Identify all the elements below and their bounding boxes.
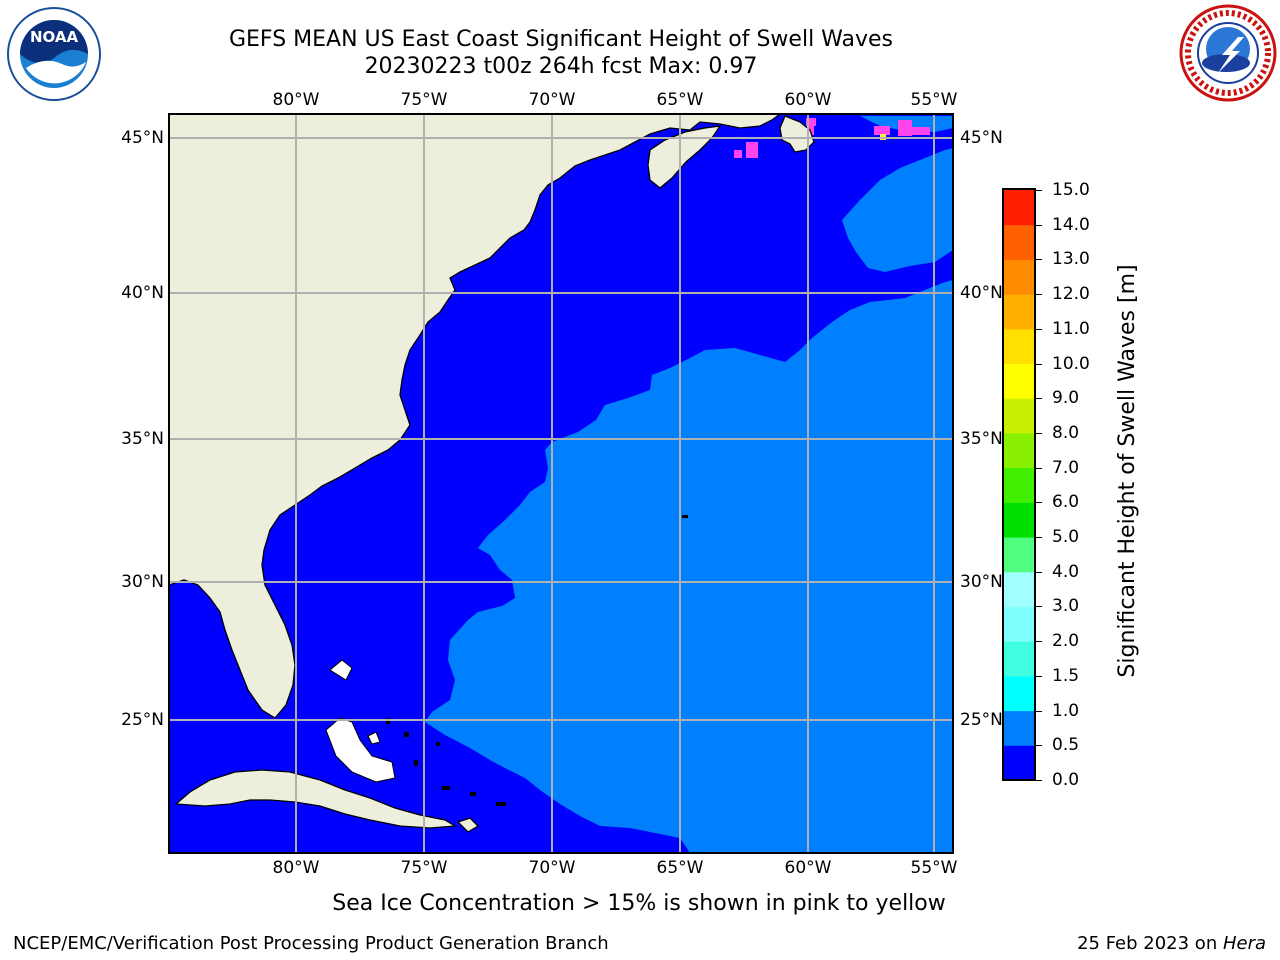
sea-ice-footnote: Sea Ice Concentration > 15% is shown in … bbox=[0, 891, 1280, 916]
colorbar-tick-mark bbox=[1035, 745, 1042, 747]
colorbar-tick-label: 11.0 bbox=[1052, 318, 1090, 339]
nws-logo bbox=[1179, 4, 1277, 102]
colorbar-swatch bbox=[1004, 432, 1034, 469]
colorbar-swatch bbox=[1004, 675, 1034, 712]
colorbar-swatch bbox=[1004, 502, 1034, 538]
swell-band-0.5-1.0 bbox=[425, 114, 953, 853]
colorbar-tick-label: 5.0 bbox=[1052, 527, 1080, 548]
land-hispaniola bbox=[456, 817, 480, 833]
colorbar-tick-mark bbox=[1035, 675, 1042, 677]
colorbar-swatch bbox=[1004, 259, 1034, 295]
colorbar-tick-label: 8.0 bbox=[1052, 422, 1080, 443]
colorbar-tick-mark bbox=[1035, 363, 1042, 365]
colorbar-tick-label: 0.5 bbox=[1052, 735, 1080, 756]
lon-label-top: 55°W bbox=[910, 90, 958, 110]
colorbar-tick-mark bbox=[1035, 190, 1042, 191]
land-nova-scotia bbox=[647, 125, 722, 189]
land-cuba bbox=[174, 769, 458, 829]
colorbar-tick-mark bbox=[1035, 710, 1042, 712]
colorbar-tick-label: 10.0 bbox=[1052, 353, 1090, 374]
lon-label-top: 60°W bbox=[784, 90, 832, 110]
colorbar-swatch bbox=[1004, 745, 1034, 781]
svg-text:NOAA: NOAA bbox=[30, 28, 79, 46]
colorbar-tick-mark bbox=[1035, 780, 1042, 781]
colorbar-tick-mark bbox=[1035, 432, 1042, 434]
colorbar-tick-mark bbox=[1035, 641, 1042, 643]
colorbar bbox=[1002, 188, 1036, 781]
colorbar-tick-label: 15.0 bbox=[1052, 180, 1090, 200]
colorbar-swatch bbox=[1004, 641, 1034, 677]
lon-label-bottom: 80°W bbox=[272, 858, 320, 878]
colorbar-swatch bbox=[1004, 606, 1034, 642]
colorbar-tick-label: 13.0 bbox=[1052, 249, 1090, 270]
colorbar-tick-label: 7.0 bbox=[1052, 457, 1080, 478]
colorbar-tick-label: 1.0 bbox=[1052, 700, 1080, 721]
lat-label-right: 35°N bbox=[960, 429, 1003, 449]
lon-label-bottom: 65°W bbox=[656, 858, 704, 878]
credit-left: NCEP/EMC/Verification Post Processing Pr… bbox=[13, 933, 609, 954]
lat-label-left: 30°N bbox=[121, 572, 164, 592]
colorbar-tick-label: 0.0 bbox=[1052, 770, 1080, 790]
lon-label-top: 70°W bbox=[528, 90, 576, 110]
noaa-logo: NOAA bbox=[7, 7, 101, 101]
chart-title: GEFS MEAN US East Coast Significant Heig… bbox=[228, 27, 894, 52]
colorbar-label: Significant Height of Swell Waves [m] bbox=[1115, 264, 1140, 678]
colorbar-swatch bbox=[1004, 328, 1034, 365]
credit-date: 25 Feb 2023 on bbox=[1077, 933, 1223, 954]
lat-label-left: 25°N bbox=[121, 710, 164, 730]
credit-right: 25 Feb 2023 on Hera bbox=[1077, 933, 1266, 954]
colorbar-tick-label: 1.5 bbox=[1052, 665, 1080, 686]
colorbar-tick-label: 12.0 bbox=[1052, 284, 1090, 305]
colorbar-tick-label: 6.0 bbox=[1052, 492, 1080, 513]
colorbar-tick-label: 2.0 bbox=[1052, 631, 1080, 652]
colorbar-tick-label: 4.0 bbox=[1052, 561, 1080, 582]
colorbar-tick-mark bbox=[1035, 571, 1042, 573]
sea-ice-footnote-text: Sea Ice Concentration > 15% is shown in … bbox=[332, 891, 946, 916]
colorbar-tick-mark bbox=[1035, 502, 1042, 504]
lat-label-left: 45°N bbox=[121, 128, 164, 148]
lat-label-right: 30°N bbox=[960, 572, 1003, 592]
colorbar-swatch bbox=[1004, 467, 1034, 503]
colorbar-swatch bbox=[1004, 294, 1034, 330]
colorbar-tick-mark bbox=[1035, 467, 1042, 469]
colorbar-tick-mark bbox=[1035, 398, 1042, 400]
colorbar-tick-label: 3.0 bbox=[1052, 596, 1080, 617]
lon-label-top: 75°W bbox=[400, 90, 448, 110]
colorbar-tick-mark bbox=[1035, 224, 1042, 226]
lon-label-top: 65°W bbox=[656, 90, 704, 110]
credit-machine: Hera bbox=[1222, 933, 1266, 954]
colorbar-tick-label: 9.0 bbox=[1052, 388, 1080, 409]
colorbar-swatch bbox=[1004, 190, 1034, 226]
map-frame bbox=[168, 113, 954, 854]
chart-subtitle: 20230223 t00z 264h fcst Max: 0.97 bbox=[364, 54, 758, 79]
colorbar-swatch bbox=[1004, 398, 1034, 434]
lat-label-right: 45°N bbox=[960, 128, 1003, 148]
colorbar-tick-label: 14.0 bbox=[1052, 214, 1090, 235]
lat-label-left: 40°N bbox=[121, 283, 164, 303]
land-newfoundland bbox=[779, 115, 815, 153]
lon-label-top: 80°W bbox=[272, 90, 320, 110]
lon-label-bottom: 55°W bbox=[910, 858, 958, 878]
lat-label-right: 25°N bbox=[960, 710, 1003, 730]
colorbar-tick-mark bbox=[1035, 328, 1042, 330]
land-north-america bbox=[169, 114, 782, 719]
colorbar-swatch bbox=[1004, 710, 1034, 746]
colorbar-swatch bbox=[1004, 571, 1034, 607]
colorbar-tick-mark bbox=[1035, 294, 1042, 296]
colorbar-tick-mark bbox=[1035, 606, 1042, 608]
lat-label-right: 40°N bbox=[960, 283, 1003, 303]
lon-label-bottom: 75°W bbox=[400, 858, 448, 878]
colorbar-swatch bbox=[1004, 363, 1034, 399]
lon-label-bottom: 60°W bbox=[784, 858, 832, 878]
colorbar-tick-mark bbox=[1035, 537, 1042, 539]
colorbar-tick-mark bbox=[1035, 259, 1042, 261]
lon-label-bottom: 70°W bbox=[528, 858, 576, 878]
lat-label-left: 35°N bbox=[121, 429, 164, 449]
colorbar-swatch bbox=[1004, 537, 1034, 573]
map-gridlines bbox=[169, 114, 953, 853]
colorbar-swatch bbox=[1004, 224, 1034, 260]
swell-patch-north bbox=[842, 148, 953, 272]
